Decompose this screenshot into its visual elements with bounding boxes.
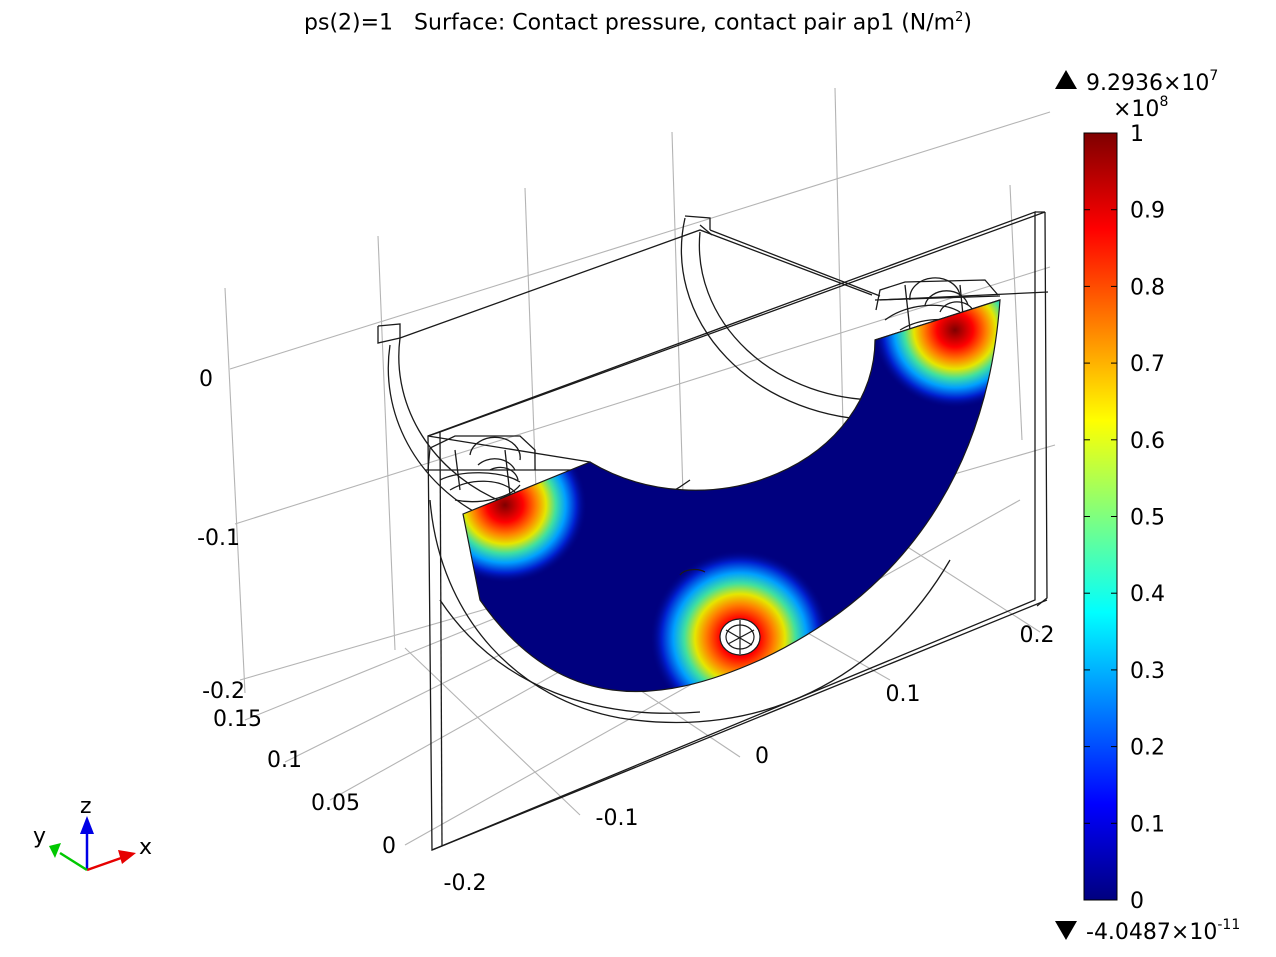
hotspot-right bbox=[873, 300, 1000, 408]
y-tick-2: 0.1 bbox=[267, 748, 302, 773]
x-tick-4: 0.2 bbox=[1020, 623, 1055, 648]
x-tick-3: 0.1 bbox=[886, 682, 921, 707]
center-bolt-hole bbox=[719, 618, 761, 656]
z-arrow-icon bbox=[80, 816, 94, 834]
x-arrow-icon bbox=[118, 850, 136, 864]
z-tick-2: -0.2 bbox=[202, 679, 245, 704]
colorbar-min-value: -4.0487×10-11 bbox=[1086, 917, 1240, 945]
colorbar: 9.2936×107 ×108 1 0.9 0.8 0.7 0.6 0.5 0.4 0.3 0.… bbox=[1055, 68, 1240, 945]
colorbar-tick-label: 1 bbox=[1130, 122, 1144, 147]
colorbar-tick-label: 0.4 bbox=[1130, 582, 1165, 607]
min-triangle-icon bbox=[1055, 921, 1077, 940]
z-tick-0: 0 bbox=[199, 367, 213, 392]
parameter-label: ps(2)=1 bbox=[304, 10, 394, 36]
z-tick-1: -0.1 bbox=[197, 526, 240, 551]
max-triangle-icon bbox=[1055, 70, 1077, 89]
colorbar-tick-label: 0.7 bbox=[1130, 352, 1165, 377]
axis-orientation-triad: z x y bbox=[33, 794, 152, 872]
colorbar-tick-label: 0.9 bbox=[1130, 199, 1165, 224]
triad-x-label: x bbox=[139, 835, 152, 860]
colorbar-max-value: 9.2936×107 bbox=[1086, 68, 1218, 96]
colorbar-tick-label: 0.8 bbox=[1130, 275, 1165, 300]
triad-y-label: y bbox=[33, 824, 46, 849]
x-tick-2: 0 bbox=[755, 744, 769, 769]
left-bolt-housing bbox=[427, 435, 536, 503]
x-axis-ticks: -0.2 -0.1 0 0.1 0.2 bbox=[444, 623, 1055, 896]
colorbar-multiplier: ×108 bbox=[1113, 94, 1168, 122]
y-tick-0: 0 bbox=[382, 834, 396, 859]
colorbar-tick-label: 0.2 bbox=[1130, 736, 1165, 761]
y-tick-3: 0.15 bbox=[213, 707, 262, 732]
plot-title: ps(2)=1 Surface: Contact pressure, conta… bbox=[0, 10, 1276, 35]
colorbar-tick-label: 0 bbox=[1130, 889, 1144, 914]
unit-exponent: 2 bbox=[955, 10, 964, 25]
colorbar-tick-label: 0.5 bbox=[1130, 506, 1165, 531]
plot-description: Surface: Contact pressure, contact pair … bbox=[414, 10, 956, 36]
bracket-wireframe bbox=[377, 211, 1049, 851]
y-tick-1: 0.05 bbox=[311, 791, 360, 816]
title-closing: ) bbox=[963, 10, 972, 36]
colorbar-tick-label: 0.6 bbox=[1130, 429, 1165, 454]
x-tick-0: -0.2 bbox=[444, 871, 487, 896]
colorbar-ticks: 1 0.9 0.8 0.7 0.6 0.5 0.4 0.3 0.2 0.1 0 bbox=[1084, 122, 1165, 914]
y-arrow-icon bbox=[49, 843, 61, 858]
z-axis-ticks: 0 -0.1 -0.2 bbox=[197, 367, 245, 704]
y-axis-ticks: 0 0.05 0.1 0.15 bbox=[213, 707, 396, 859]
colorbar-tick-label: 0.3 bbox=[1130, 659, 1165, 684]
contact-pressure-surface bbox=[462, 299, 1001, 693]
x-tick-1: -0.1 bbox=[596, 806, 639, 831]
colorbar-tick-label: 0.1 bbox=[1130, 812, 1165, 837]
triad-z-label: z bbox=[80, 794, 92, 819]
